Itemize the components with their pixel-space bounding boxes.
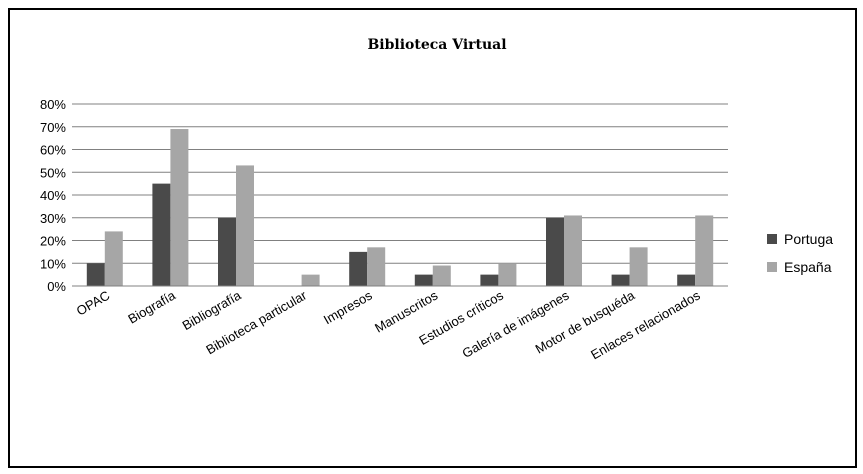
legend-swatch — [767, 262, 777, 272]
bar-espana — [564, 215, 582, 286]
bar-portugal — [480, 274, 499, 286]
legend: Portuga España — [767, 231, 833, 275]
bar-espana — [498, 263, 517, 286]
bar-portugal — [611, 274, 630, 286]
bar-espana — [367, 247, 386, 286]
category-label: Impresos — [321, 287, 375, 327]
bars — [86, 129, 714, 286]
bar-portugal — [546, 217, 564, 286]
bar-portugal — [152, 183, 171, 286]
bar-portugal — [86, 263, 105, 286]
category-label: Biografía — [125, 287, 178, 326]
y-tick-label: 50% — [40, 165, 66, 180]
y-axis-ticks: 0% 10% 20% 30% 40% 50% 60% 70% 80% — [40, 97, 66, 294]
chart-frame: Biblioteca Virtual 0% 10% 20% 30% 40% 50% 60% 7… — [8, 8, 857, 468]
legend-label: España — [784, 259, 832, 275]
y-tick-label: 20% — [40, 234, 66, 249]
category-label: Enlaces relacionados — [588, 287, 703, 362]
y-tick-label: 40% — [40, 188, 66, 203]
bar-espana — [104, 231, 123, 286]
legend-label: Portuga — [784, 231, 833, 247]
chart-title: Biblioteca Virtual — [367, 37, 506, 53]
bar-espana — [170, 129, 189, 286]
y-tick-label: 70% — [40, 120, 66, 135]
bar-portugal — [677, 274, 696, 286]
y-tick-label: 80% — [40, 97, 66, 112]
bar-portugal — [414, 274, 433, 286]
y-tick-label: 60% — [40, 143, 66, 158]
category-label: Galería de imágenes — [459, 287, 571, 361]
legend-swatch — [767, 234, 777, 244]
bar-portugal — [349, 251, 368, 286]
bar-espana — [432, 265, 451, 286]
bar-espana — [695, 215, 714, 286]
bar-espana — [629, 247, 648, 286]
bar-portugal — [218, 217, 236, 286]
chart-svg: Biblioteca Virtual 0% 10% 20% 30% 40% 50% 60% 7… — [40, 37, 833, 362]
y-tick-label: 0% — [47, 279, 66, 294]
bar-espana — [301, 274, 320, 286]
category-label: OPAC — [74, 288, 113, 319]
y-tick-label: 10% — [40, 256, 66, 271]
y-tick-label: 30% — [40, 211, 66, 226]
bar-espana — [236, 165, 254, 286]
